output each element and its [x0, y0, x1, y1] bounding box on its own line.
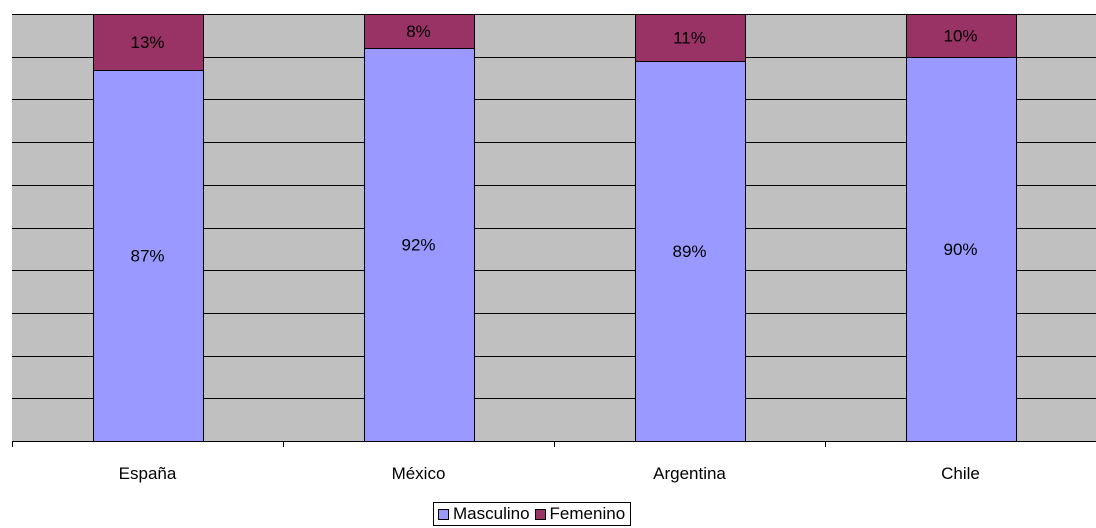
bar-masculino-3	[906, 57, 1017, 442]
x-axis-labels: España México Argentina Chile	[119, 464, 980, 483]
legend-item-masculino: Masculino	[438, 504, 530, 524]
x-axis-ticks	[12, 441, 826, 447]
legend-swatch-femenino	[534, 508, 546, 520]
plot-area: 87% 13% 92% 8% 89% 11% 90% 10% España México Arge…	[12, 14, 1096, 483]
data-label-masculino-0: 87%	[130, 246, 164, 265]
bar-masculino-2	[635, 61, 746, 442]
legend-label-femenino: Femenino	[549, 504, 626, 523]
data-label-masculino-3: 90%	[943, 240, 977, 259]
x-tick-label-0: España	[119, 464, 177, 483]
legend-item-femenino: Femenino	[534, 504, 626, 524]
stacked-bar-chart: 87% 13% 92% 8% 89% 11% 90% 10% España México Arge…	[12, 14, 1096, 483]
bars: 87% 13% 92% 8% 89% 11% 90% 10%	[93, 14, 1017, 442]
data-label-femenino-2: 11%	[673, 28, 706, 47]
data-label-femenino-1: 8%	[406, 22, 431, 41]
bar-masculino-0	[93, 70, 204, 442]
bar-femenino-2	[635, 14, 746, 62]
bar-femenino-0	[93, 14, 204, 71]
bar-femenino-1	[364, 14, 475, 49]
legend-swatch-masculino	[438, 508, 449, 520]
x-tick-label-3: Chile	[941, 464, 980, 483]
legend-label-masculino: Masculino	[453, 504, 530, 523]
bar-femenino-3	[906, 14, 1017, 58]
data-label-femenino-0: 13%	[130, 33, 164, 52]
data-label-masculino-1: 92%	[401, 236, 435, 255]
data-label-masculino-2: 89%	[672, 242, 706, 261]
data-label-femenino-3: 10%	[943, 26, 977, 45]
legend: Masculino Femenino	[433, 502, 632, 526]
x-tick-label-1: México	[392, 464, 446, 483]
x-tick-label-2: Argentina	[653, 464, 726, 483]
